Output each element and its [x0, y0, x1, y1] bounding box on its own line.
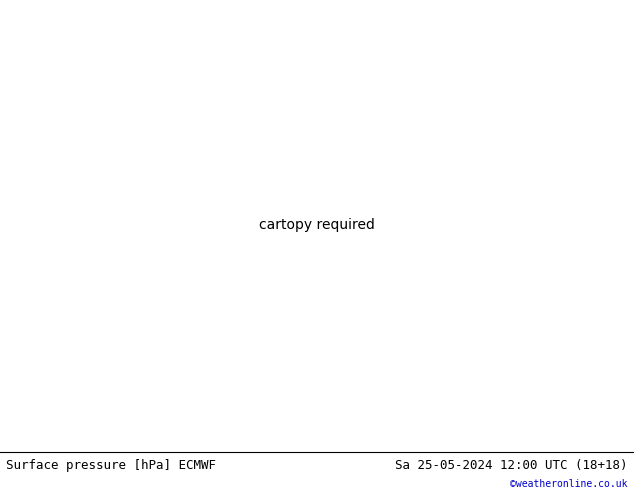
Text: ©weatheronline.co.uk: ©weatheronline.co.uk — [510, 479, 628, 489]
Text: Surface pressure [hPa] ECMWF: Surface pressure [hPa] ECMWF — [6, 460, 216, 472]
Text: cartopy required: cartopy required — [259, 218, 375, 232]
Text: Sa 25-05-2024 12:00 UTC (18+18): Sa 25-05-2024 12:00 UTC (18+18) — [395, 460, 628, 472]
